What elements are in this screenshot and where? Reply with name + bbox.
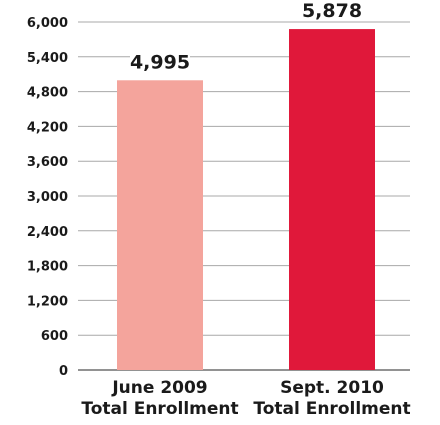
y-tick-label: 5,400 bbox=[27, 51, 68, 66]
bar bbox=[117, 80, 203, 370]
y-tick-label: 3,600 bbox=[27, 155, 68, 170]
y-tick-label: 6,000 bbox=[27, 16, 68, 31]
value-labels: 4,995 5,878 bbox=[130, 0, 362, 73]
y-tick-label: 1,200 bbox=[27, 294, 68, 309]
bar bbox=[289, 29, 375, 371]
value-label: 4,995 bbox=[130, 51, 190, 73]
category-label: Sept. 2010 bbox=[280, 378, 384, 398]
y-axis-ticks: 0 600 1,200 1,800 2,400 3,000 3,600 4,200 4,800 5… bbox=[27, 16, 68, 379]
y-tick-label: 3,000 bbox=[27, 190, 68, 205]
y-tick-label: 600 bbox=[41, 329, 68, 344]
value-label: 5,878 bbox=[302, 0, 362, 22]
bars bbox=[117, 29, 375, 371]
y-tick-label: 0 bbox=[59, 364, 68, 379]
category-label: Total Enrollment bbox=[81, 399, 238, 419]
value-label-backing bbox=[302, 1, 362, 22]
category-label: June 2009 bbox=[111, 378, 207, 398]
y-tick-label: 1,800 bbox=[27, 260, 68, 275]
value-label-backing bbox=[130, 52, 190, 73]
y-tick-label: 4,800 bbox=[27, 86, 68, 101]
y-tick-label: 4,200 bbox=[27, 120, 68, 135]
y-tick-label: 2,400 bbox=[27, 225, 68, 240]
category-label: Total Enrollment bbox=[253, 399, 410, 419]
